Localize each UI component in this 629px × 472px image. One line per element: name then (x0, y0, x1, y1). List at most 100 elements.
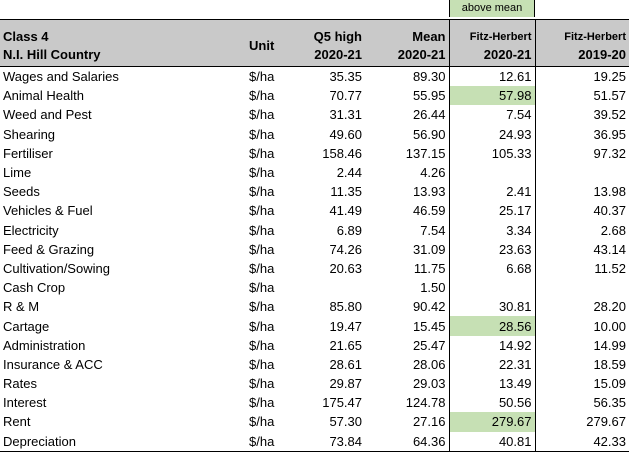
table-row: Weed and Pest $/ha 31.31 26.44 7.54 39.52 (0, 105, 629, 125)
row-fh21: 14.92 (448, 335, 536, 355)
row-unit: $/ha (249, 376, 275, 392)
row-unit: $/ha (249, 414, 275, 430)
row-name: R & M (3, 299, 40, 315)
header-fh20-line2: 2019-20 (578, 47, 626, 62)
row-unit: $/ha (249, 318, 275, 334)
row-q5: 57.30 (329, 414, 362, 430)
table-row: Fertiliser $/ha 158.46 137.15 105.33 97.32 (0, 143, 629, 163)
table-row: Depreciation $/ha 73.84 64.36 40.81 42.33 (0, 431, 629, 452)
row-mean: 124.78 (405, 395, 446, 411)
row-mean: 29.03 (412, 376, 446, 392)
row-mean: 15.45 (412, 318, 446, 334)
row-mean: 31.09 (412, 241, 446, 257)
table-row: Vehicles & Fuel $/ha 41.49 46.59 25.17 40.37 (0, 201, 629, 221)
table-row: Wages and Salaries $/ha 35.35 89.30 12.61 19.… (0, 66, 629, 87)
row-name: Electricity (3, 222, 59, 238)
row-q5: 73.84 (301, 431, 365, 452)
row-q5: 2.44 (336, 165, 362, 181)
row-unit: $/ha (249, 299, 275, 315)
row-fh21: 22.31 (448, 354, 536, 374)
row-mean: 90.42 (412, 299, 446, 315)
table-row: Electricity $/ha 6.89 7.54 3.34 2.68 (0, 220, 629, 240)
row-q5 (301, 278, 365, 297)
row-fh20: 2.68 (600, 222, 626, 238)
row-name: Cartage (3, 318, 50, 334)
row-fh21 (448, 278, 536, 298)
row-fh21: 30.81 (448, 297, 536, 317)
row-fh20: 42.33 (535, 431, 629, 452)
row-fh20 (535, 163, 629, 182)
row-fh20: 15.09 (593, 376, 626, 392)
table-row: Cash Crop $/ha 1.50 (0, 278, 629, 298)
row-name: Fertiliser (3, 145, 53, 161)
row-fh21: 105.33 (448, 143, 536, 163)
row-mean: 27.16 (412, 414, 446, 430)
row-fh21: 28.56 (448, 316, 536, 336)
row-fh21: 2.41 (448, 182, 536, 202)
table-row: Interest $/ha 175.47 124.78 50.56 56.35 (0, 393, 629, 413)
row-fh20: 18.59 (593, 356, 626, 372)
header-mean-line2: 2020-21 (397, 47, 446, 62)
row-name: Cash Crop (3, 280, 66, 296)
header-q5: Q5 high 2020-21 (301, 19, 365, 67)
row-unit: $/ha (249, 165, 275, 181)
row-fh21: 40.81 (448, 431, 536, 452)
row-name: Shearing (3, 126, 56, 142)
row-unit: $/ha (243, 431, 301, 452)
table-row: Cultivation/Sowing $/ha 20.63 11.75 6.68 11.5… (0, 258, 629, 279)
row-fh20: 36.95 (593, 126, 626, 142)
row-mean: 28.06 (412, 356, 446, 372)
row-mean: 11.75 (413, 260, 446, 276)
row-fh20: 279.67 (586, 414, 626, 430)
row-fh21: 7.54 (448, 105, 536, 125)
header-fh21: Fitz-Herbert 2020-21 (448, 19, 536, 67)
table-row: Cartage $/ha 19.47 15.45 28.56 10.00 (0, 316, 629, 336)
row-fh20: 10.00 (593, 318, 626, 334)
row-name: Lime (3, 165, 32, 181)
row-q5: 29.87 (329, 376, 362, 392)
row-q5: 175.47 (322, 395, 362, 411)
row-fh21: 24.93 (448, 124, 536, 144)
row-mean: 1.50 (420, 280, 446, 296)
row-q5: 49.60 (329, 126, 362, 142)
row-unit: $/ha (249, 145, 275, 161)
header-class: Class 4 N.I. Hill Country (0, 19, 243, 67)
table-body: Wages and Salaries $/ha 35.35 89.30 12.61 19.… (0, 66, 629, 452)
row-mean: 137.15 (405, 145, 446, 161)
row-name: Seeds (3, 184, 40, 200)
row-name: Vehicles & Fuel (3, 203, 93, 219)
row-q5: 41.49 (329, 203, 362, 219)
row-fh21: 12.61 (448, 66, 536, 87)
row-unit: $/ha (249, 126, 275, 142)
row-unit: $/ha (249, 241, 275, 257)
row-name: Weed and Pest (3, 107, 92, 123)
row-unit: $/ha (249, 337, 275, 353)
header-class-line2: N.I. Hill Country (3, 47, 101, 62)
row-q5: 35.35 (329, 69, 362, 85)
row-fh21: 3.34 (448, 220, 536, 240)
table-row: Seeds $/ha 11.35 13.93 2.41 13.98 (0, 182, 629, 202)
row-q5: 74.26 (329, 241, 362, 257)
table-row: Lime $/ha 2.44 4.26 (0, 162, 629, 183)
row-q5: 19.47 (329, 318, 362, 334)
header-unit: Unit (243, 19, 301, 67)
row-fh20: 97.32 (593, 145, 626, 161)
row-name: Cultivation/Sowing (3, 260, 110, 276)
row-fh21: 25.17 (448, 201, 536, 221)
row-fh20: 28.20 (593, 299, 626, 315)
row-unit: $/ha (249, 107, 275, 123)
header-fh20: Fitz-Herbert 2019-20 (535, 19, 629, 67)
header-mean: Mean 2020-21 (365, 19, 449, 67)
row-unit: $/ha (249, 260, 275, 276)
row-unit: $/ha (249, 280, 275, 296)
header-unit-label: Unit (249, 38, 275, 53)
row-q5: 85.80 (329, 299, 362, 315)
row-fh20: 19.25 (593, 69, 626, 85)
header-mean-line1: Mean (412, 29, 446, 44)
row-q5: 21.65 (329, 337, 362, 353)
row-mean: 46.59 (412, 203, 446, 219)
above-mean-legend: above mean (449, 0, 535, 17)
row-name: Administration (3, 337, 86, 353)
header-q5-line1: Q5 high (313, 29, 362, 44)
